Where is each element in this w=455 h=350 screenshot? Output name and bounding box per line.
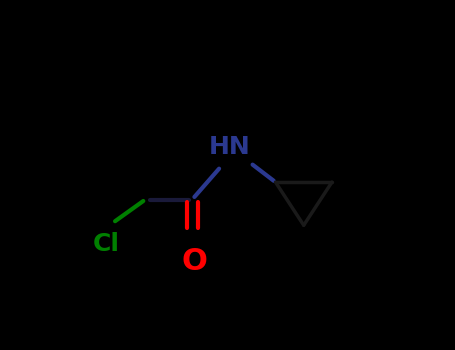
Text: O: O	[182, 247, 207, 276]
Text: Cl: Cl	[93, 232, 120, 256]
Text: HN: HN	[209, 135, 251, 159]
